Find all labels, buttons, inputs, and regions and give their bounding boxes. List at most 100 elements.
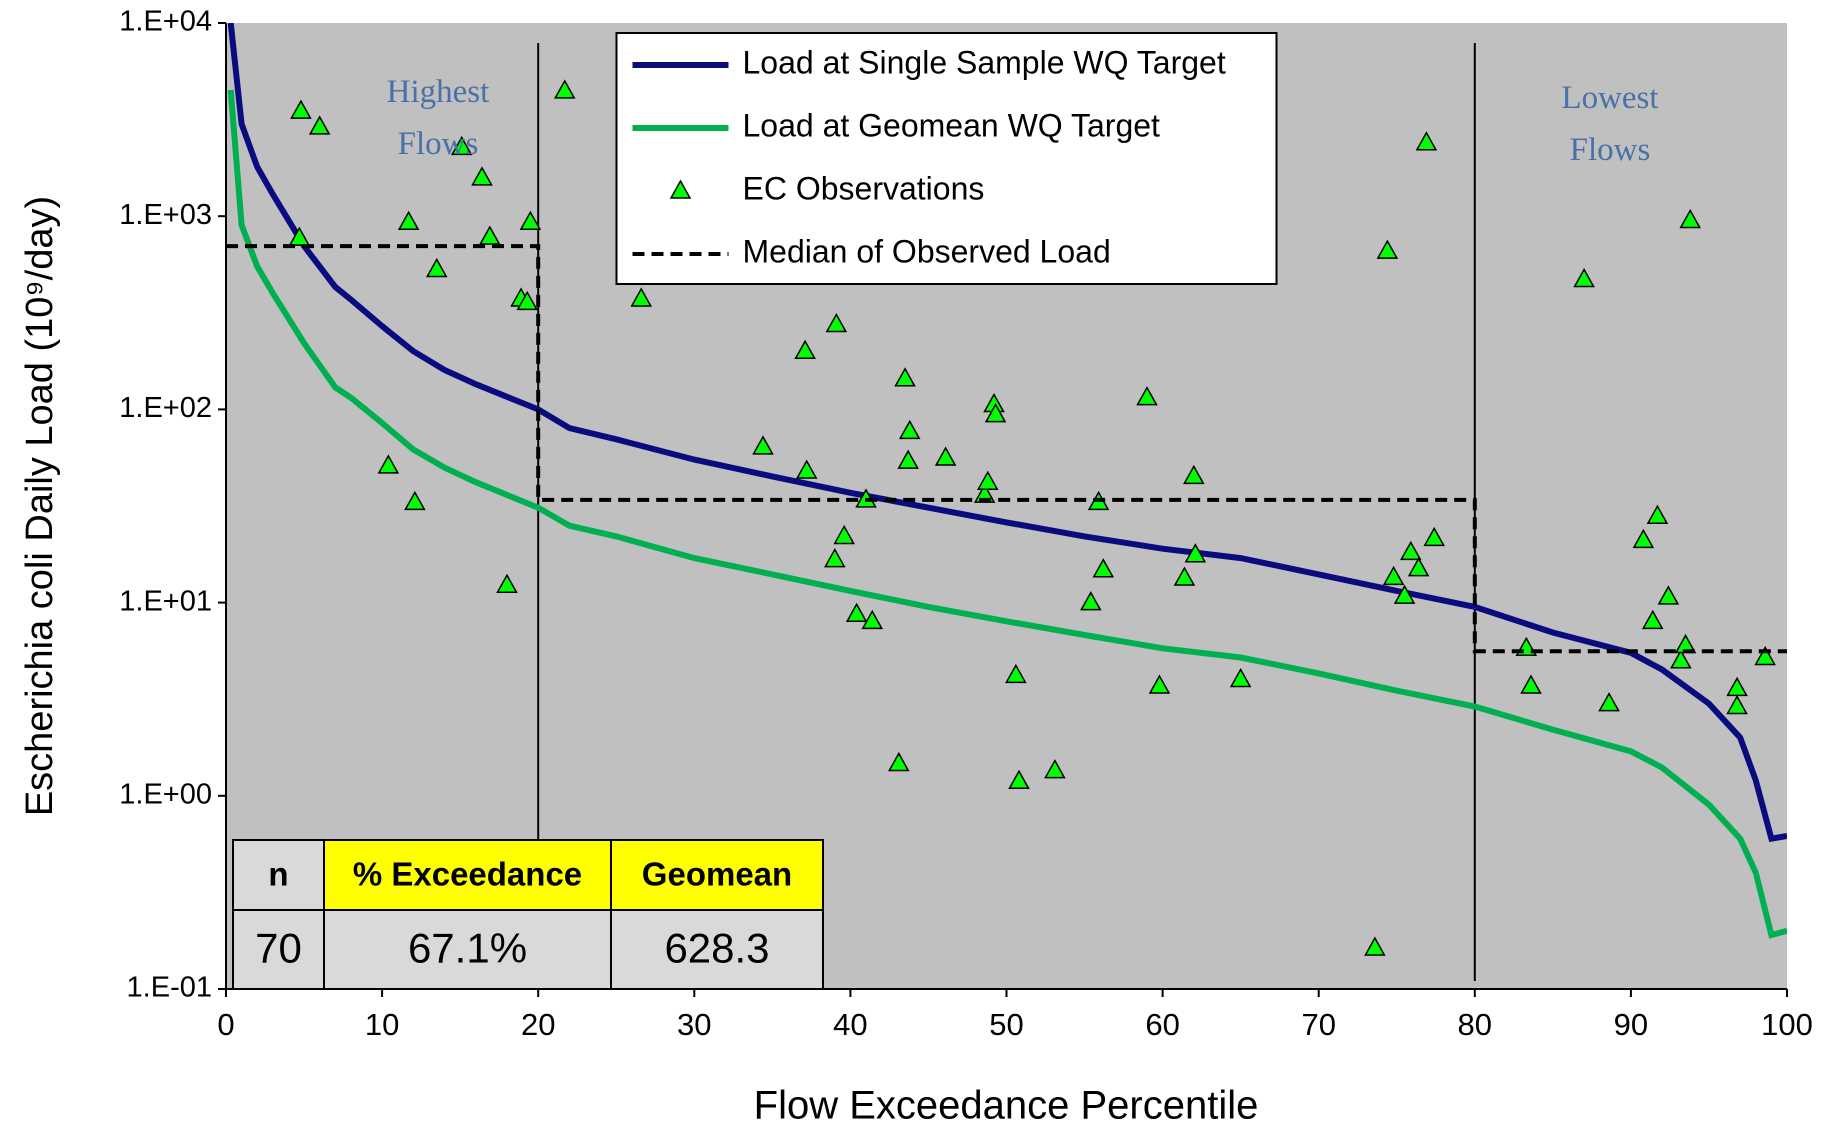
observation-point xyxy=(1598,692,1620,712)
observation-point xyxy=(1646,504,1669,524)
y-axis-label: Escherichia coli Daily Load (10⁹/day) xyxy=(19,196,61,816)
legend-label: EC Observations xyxy=(743,170,985,206)
observation-point xyxy=(1415,131,1438,151)
observation-point xyxy=(1376,239,1399,259)
observation-point xyxy=(934,446,957,466)
observation-point xyxy=(861,609,884,630)
x-tick-label: 50 xyxy=(989,1007,1023,1042)
observation-point xyxy=(1092,558,1115,578)
y-tick-label: 1.E+02 xyxy=(119,392,212,424)
observation-point xyxy=(1679,208,1701,229)
observation-point xyxy=(1657,585,1680,605)
table-header-cell xyxy=(610,839,824,911)
observation-point xyxy=(888,751,910,772)
legend-label: Median of Observed Load xyxy=(743,233,1111,269)
observation-point xyxy=(1364,936,1386,956)
observation-point xyxy=(1080,591,1102,611)
observation-point xyxy=(1726,694,1748,715)
legend-swatch xyxy=(669,179,692,199)
x-tick-label: 0 xyxy=(217,1007,234,1042)
observation-point xyxy=(630,287,653,307)
table-value: 628.3 xyxy=(664,925,769,972)
table-cell xyxy=(232,909,325,990)
median-line xyxy=(226,244,1787,654)
observation-point xyxy=(833,524,855,545)
observation-point xyxy=(984,403,1007,423)
table-header-cell xyxy=(323,839,612,911)
observation-point xyxy=(496,573,518,593)
table-value: 70 xyxy=(255,925,302,972)
observation-point xyxy=(553,79,576,99)
y-tick-label: 1.E-01 xyxy=(127,972,212,1004)
x-tick-label: 30 xyxy=(677,1007,711,1042)
x-tick-label: 20 xyxy=(521,1007,555,1042)
observation-point xyxy=(519,210,542,231)
observation-point xyxy=(1423,526,1445,547)
observation-point xyxy=(479,225,501,245)
table-header: % Exceedance xyxy=(353,856,582,893)
observation-point xyxy=(308,115,331,135)
x-tick-label: 60 xyxy=(1145,1007,1179,1042)
observation-point xyxy=(404,490,426,511)
observation-point xyxy=(1632,528,1655,549)
observation-point xyxy=(516,290,539,311)
x-tick-label: 40 xyxy=(833,1007,867,1042)
observation-point xyxy=(824,548,846,568)
y-tick-label: 1.E+01 xyxy=(119,585,212,617)
y-tick-label: 1.E+04 xyxy=(119,6,212,38)
y-tick-label: 1.E+00 xyxy=(119,778,212,810)
y-tick-label: 1.E+03 xyxy=(119,199,212,231)
observation-point xyxy=(1670,649,1692,669)
x-tick-label: 10 xyxy=(365,1007,399,1042)
table-value: 67.1% xyxy=(408,925,527,972)
observation-point xyxy=(288,226,311,246)
legend-label: Load at Single Sample WQ Target xyxy=(743,44,1226,80)
observation-point xyxy=(471,166,493,186)
observation-point xyxy=(1173,566,1196,586)
x-axis-label: Flow Exceedance Percentile xyxy=(754,1084,1259,1128)
observation-point xyxy=(894,367,916,387)
observation-point xyxy=(795,459,818,479)
target-line xyxy=(227,23,1787,843)
observation-point xyxy=(752,435,774,455)
observation-point xyxy=(1229,667,1252,688)
observation-point xyxy=(1393,584,1416,604)
observation-point xyxy=(1382,565,1405,586)
table-header-cell xyxy=(232,839,325,911)
observation-point xyxy=(976,470,999,490)
observation-point xyxy=(1008,769,1030,789)
legend-label: Load at Geomean WQ Target xyxy=(743,107,1161,143)
observation-point xyxy=(898,419,921,440)
observation-point xyxy=(973,483,996,503)
observation-point xyxy=(1183,464,1205,485)
observation-point xyxy=(1400,540,1422,561)
observation-point xyxy=(1136,386,1158,406)
observation-point xyxy=(397,210,420,231)
table-cell xyxy=(323,909,612,990)
legend-box xyxy=(615,32,1278,285)
observation-point xyxy=(1520,674,1542,694)
observation-point xyxy=(290,99,312,119)
observation-point xyxy=(1005,663,1027,684)
observation-point xyxy=(825,312,848,333)
annotation: Highest Flows xyxy=(386,74,490,162)
observation-point xyxy=(897,449,919,469)
target-line xyxy=(227,89,1787,939)
observation-point xyxy=(794,339,816,359)
observation-point xyxy=(1184,543,1207,563)
observation-point xyxy=(1573,268,1595,288)
observation-point xyxy=(425,257,448,278)
x-tick-label: 100 xyxy=(1761,1007,1813,1042)
annotation: Lowest Flows xyxy=(1561,80,1659,168)
observation-point xyxy=(1754,645,1776,666)
observation-point xyxy=(1641,609,1664,630)
table-header: n xyxy=(268,856,288,893)
observation-point xyxy=(450,135,473,156)
x-tick-label: 90 xyxy=(1614,1007,1648,1042)
x-tick-label: 70 xyxy=(1301,1007,1335,1042)
observation-point xyxy=(377,454,400,474)
observation-point xyxy=(1407,557,1430,577)
x-tick-label: 80 xyxy=(1458,1007,1492,1042)
